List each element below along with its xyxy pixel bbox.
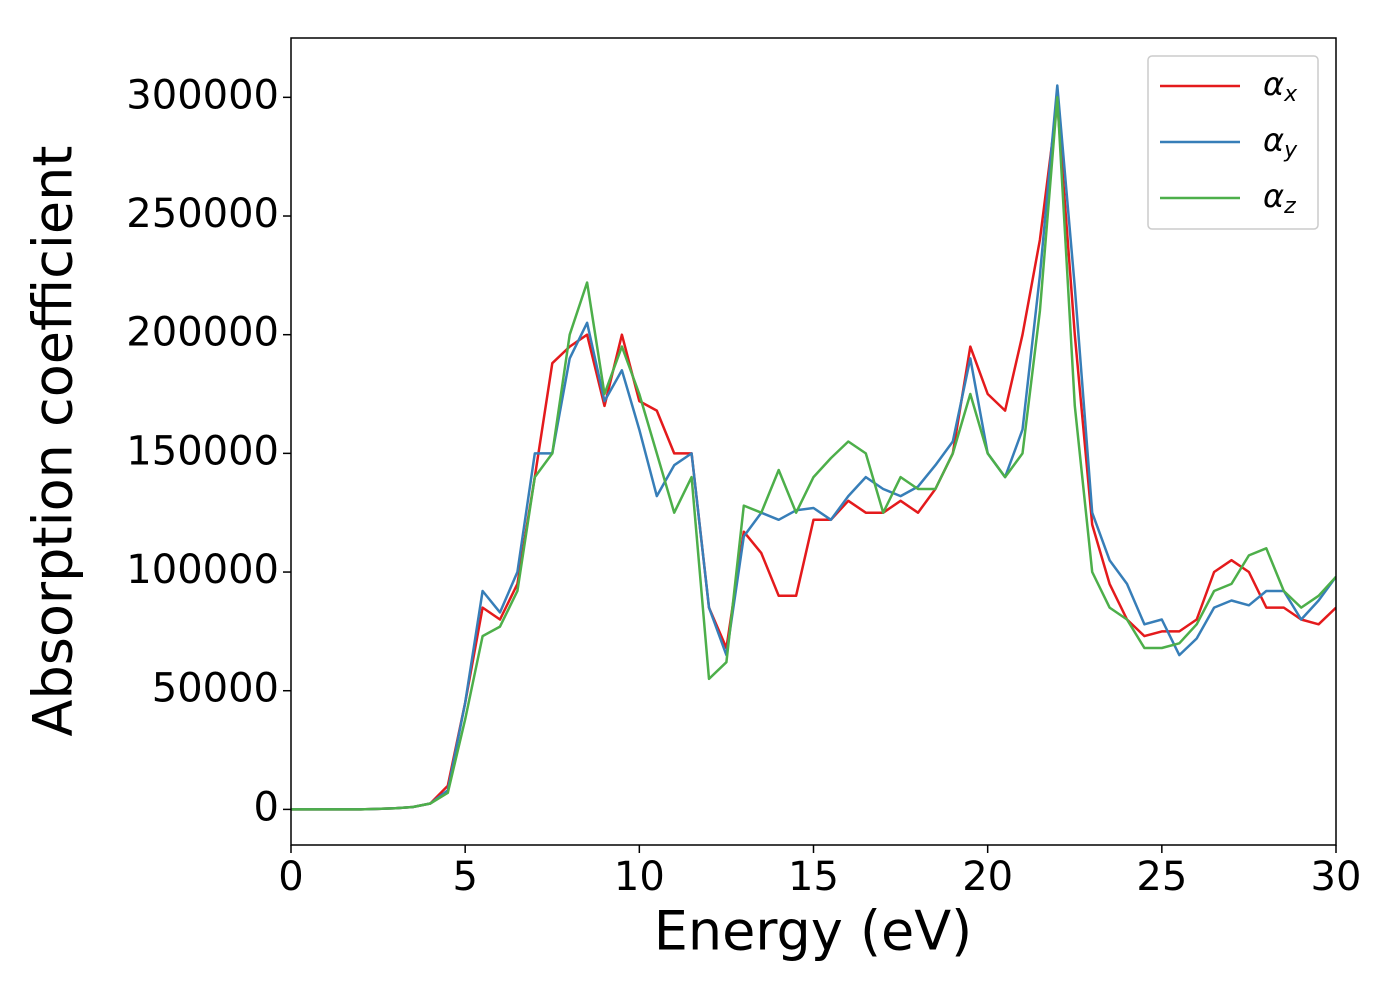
x-tick-label: 15 bbox=[788, 854, 839, 900]
x-tick-label: 25 bbox=[1136, 854, 1187, 900]
y-tick-label: 0 bbox=[254, 784, 279, 830]
y-tick-label: 100000 bbox=[126, 547, 279, 593]
series-line bbox=[291, 96, 1336, 811]
x-tick-label: 10 bbox=[614, 854, 665, 900]
y-tick-label: 50000 bbox=[152, 666, 279, 712]
y-axis-label: Absorption coefficient bbox=[22, 146, 85, 737]
series-line bbox=[291, 84, 1336, 811]
x-tick-label: 0 bbox=[278, 854, 303, 900]
y-tick-label: 250000 bbox=[126, 191, 279, 237]
plot-frame bbox=[290, 37, 1337, 846]
y-tick-label: 150000 bbox=[126, 428, 279, 474]
x-axis-label: Energy (eV) bbox=[654, 900, 973, 963]
x-tick-label: 20 bbox=[962, 854, 1013, 900]
y-tick-label: 200000 bbox=[126, 310, 279, 356]
y-tick-label: 300000 bbox=[126, 72, 279, 118]
x-tick-label: 5 bbox=[452, 854, 477, 900]
x-tick-label: 30 bbox=[1311, 854, 1362, 900]
